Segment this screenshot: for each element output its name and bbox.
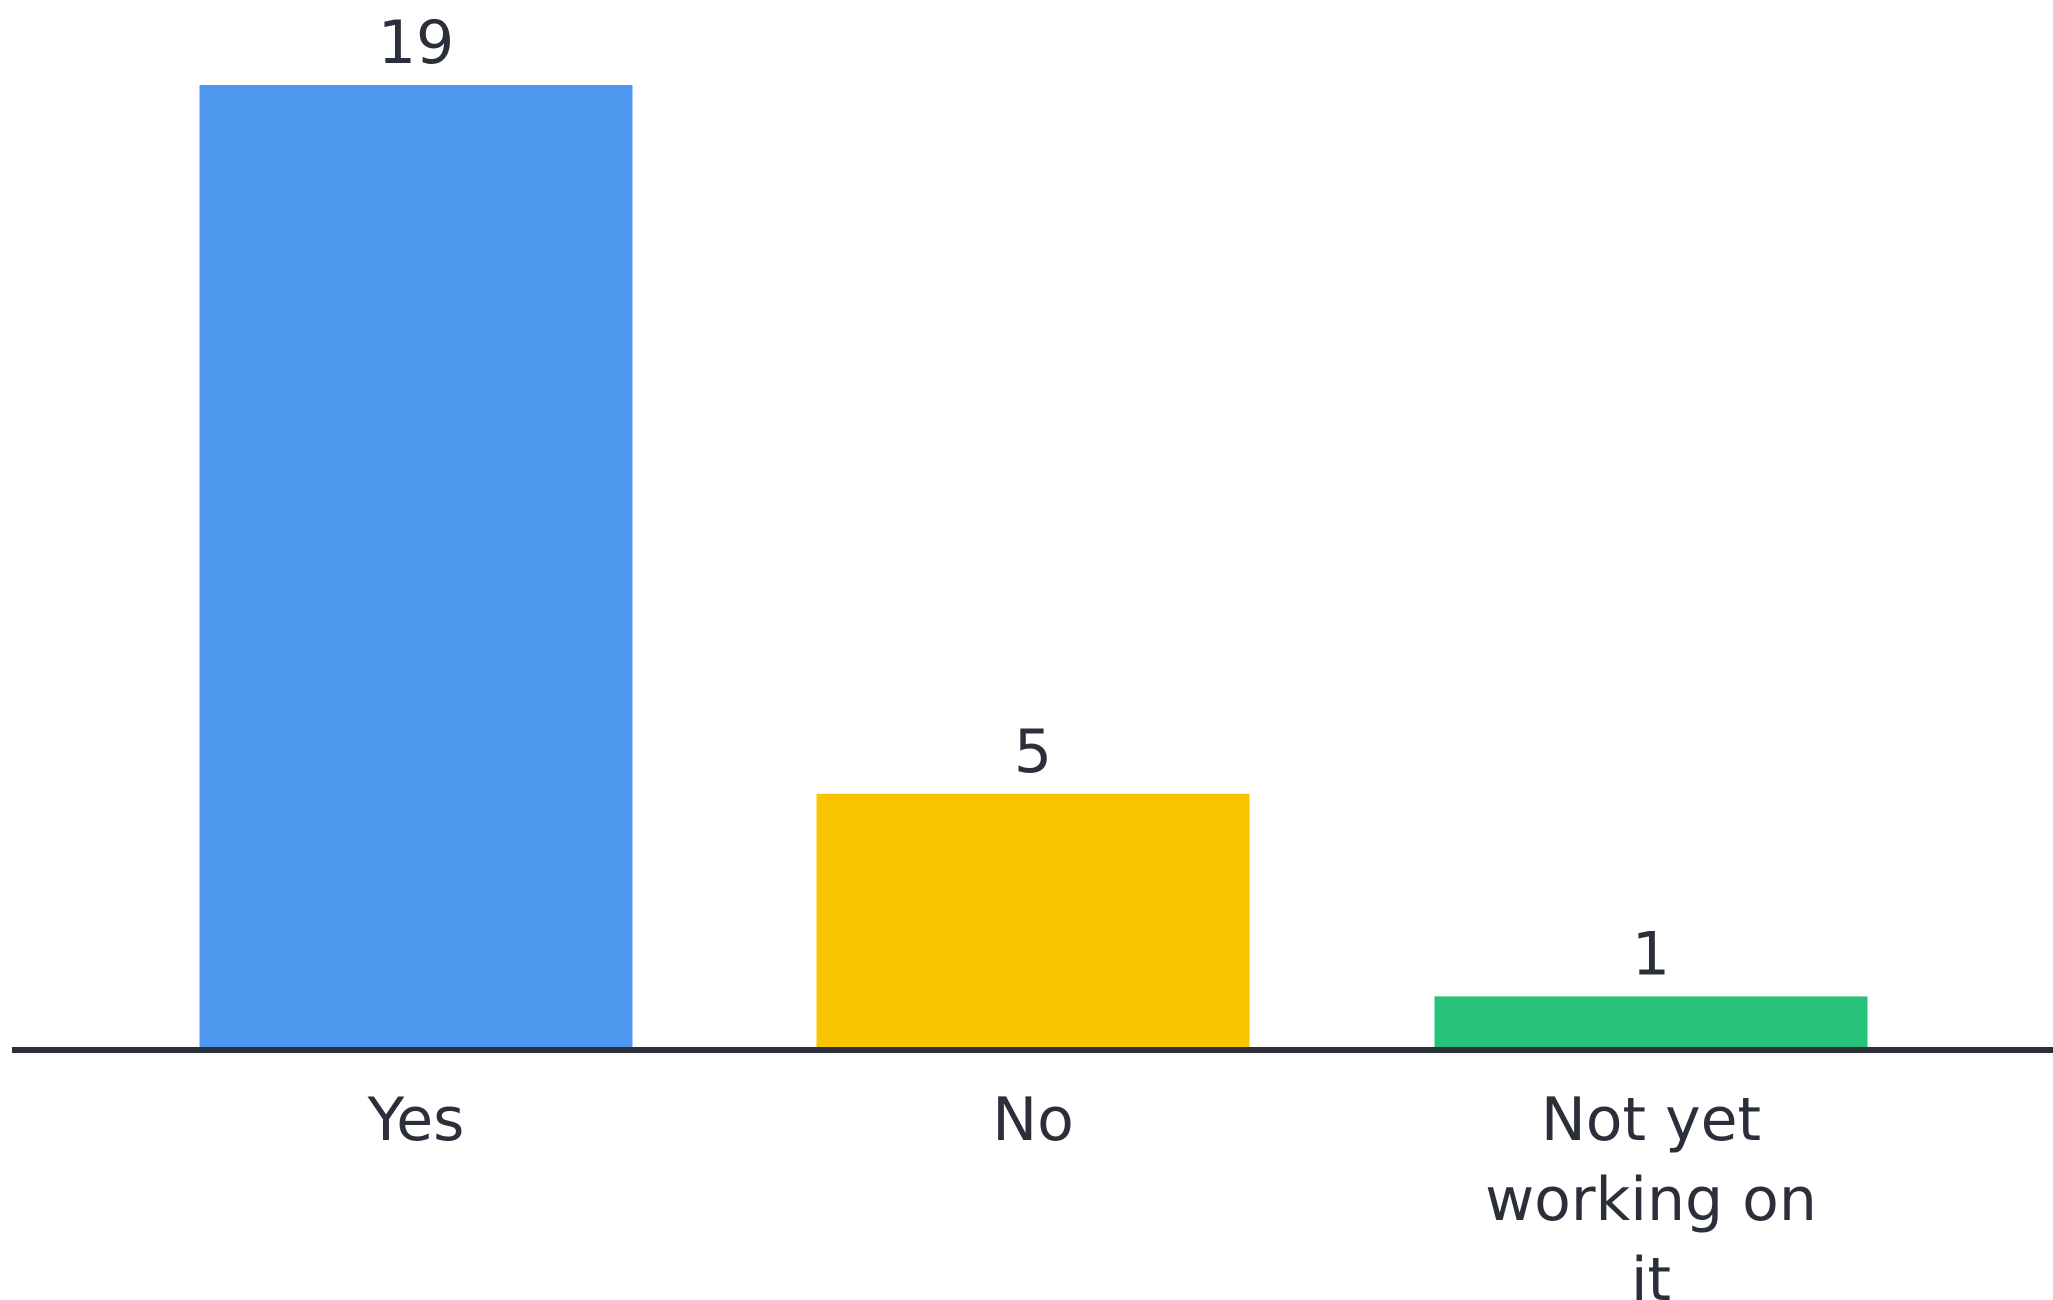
category-label-line: working on <box>1485 1165 1817 1235</box>
category-label-line: it <box>1631 1245 1671 1300</box>
bar-value-label-2: 5 <box>1014 717 1052 787</box>
bar-3 <box>1434 996 1868 1047</box>
category-label-1: Yes <box>367 1085 465 1155</box>
labels-layer: 19 Yes 5 No 1 Not yet working on it <box>367 8 1817 1300</box>
bar-2 <box>816 793 1250 1047</box>
bar-value-label-3: 1 <box>1632 919 1670 989</box>
category-label-line: Not yet <box>1541 1085 1761 1155</box>
category-label-3: Not yet working on it <box>1485 1085 1817 1300</box>
bar-1 <box>199 85 633 1047</box>
category-label-line: No <box>992 1085 1074 1155</box>
category-label-2: No <box>992 1085 1074 1155</box>
category-label-line: Yes <box>367 1085 465 1155</box>
bar-value-label-1: 19 <box>378 8 454 78</box>
bars-layer <box>199 85 1868 1047</box>
